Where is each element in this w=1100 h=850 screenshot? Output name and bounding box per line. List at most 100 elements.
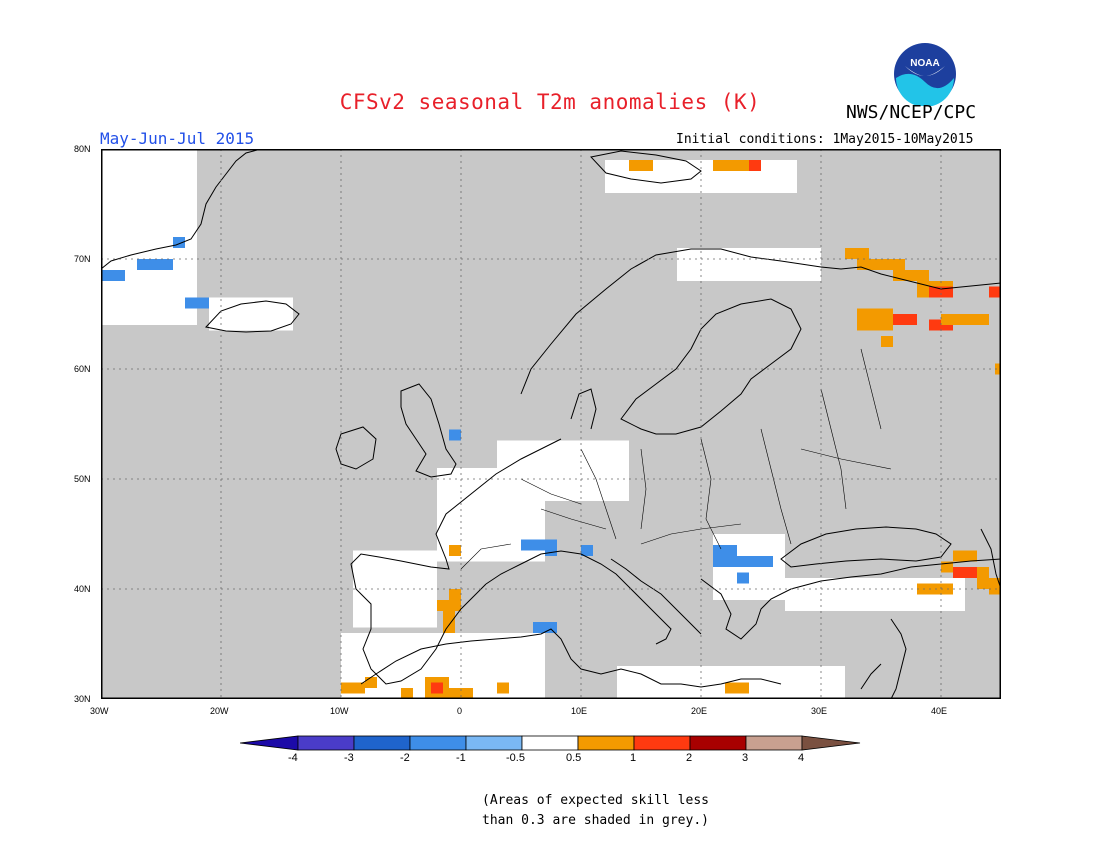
anomaly-cell-1: [137, 259, 173, 270]
lon-tick-30e: 30E: [811, 706, 828, 716]
anomaly-cell-9: [893, 270, 929, 281]
anomaly-cell-40: [941, 561, 953, 573]
anomaly-cell-27: [425, 688, 473, 699]
white-region-northern-norway: [677, 248, 821, 281]
svalbard-coast: [590, 150, 702, 184]
colorbar-seg-7: [633, 735, 691, 751]
initial-conditions-label: Initial conditions: 1May2015-10May2015: [676, 132, 974, 147]
colorbar-label-m05: -0.5: [506, 752, 525, 764]
north-africa-coast: [360, 628, 782, 688]
mediterranean-north-coast: [485, 550, 672, 645]
colorbar-label-p2: 2: [686, 752, 693, 764]
levant-coast: [890, 618, 907, 699]
anomaly-cell-25: [401, 688, 413, 699]
anomaly-cell-38: [737, 572, 749, 584]
anomaly-cell-30: [725, 682, 749, 694]
lon-tick-30w: 30W: [90, 706, 109, 716]
lon-tick-10w: 10W: [330, 706, 349, 716]
colorbar-label-m2: -2: [400, 752, 410, 764]
skill-note-line1: (Areas of expected skill less: [482, 793, 709, 808]
anomaly-cell-8: [857, 259, 905, 270]
anomaly-cell-29: [497, 682, 509, 694]
anomaly-cell-21: [449, 589, 461, 600]
colorbar-label-m4: -4: [288, 752, 298, 764]
anomaly-cell-36: [713, 545, 737, 567]
colorbar-seg-10: [801, 735, 861, 751]
map-title: CFSv2 seasonal T2m anomalies (K): [339, 90, 761, 114]
colorbar-seg-9: [745, 735, 803, 751]
coastline-layer: [101, 149, 1001, 699]
colorbar-label-p05: 0.5: [566, 752, 582, 764]
noaa-logo: NOAA: [893, 42, 957, 107]
anomaly-cell-0: [101, 270, 125, 281]
colorbar-seg-8: [689, 735, 747, 751]
anomaly-cell-6: [749, 160, 761, 171]
anomaly-cell-20: [437, 600, 461, 611]
anomaly-cell-42: [977, 567, 989, 578]
anomaly-cell-22: [443, 611, 455, 633]
anomaly-cell-4: [629, 160, 653, 171]
colorbar-seg-4: [465, 735, 523, 751]
anomaly-cell-35: [449, 429, 461, 441]
period-label: May-Jun-Jul 2015: [100, 129, 255, 148]
colorbar-label-p4: 4: [798, 752, 805, 764]
colorbar-label-p1: 1: [630, 752, 637, 764]
iceland-coast: [205, 300, 300, 333]
anomaly-cell-12: [857, 308, 893, 331]
lat-tick-70n: 70N: [74, 254, 91, 264]
country-borders: [460, 348, 892, 570]
anomaly-cell-41: [953, 567, 977, 578]
anomaly-cell-31: [521, 539, 557, 551]
anomaly-cell-39: [953, 550, 977, 562]
jutland-coast: [570, 388, 597, 430]
anomaly-cell-19: [449, 545, 461, 556]
ireland-coast: [335, 426, 377, 470]
colorbar-label-m1: -1: [456, 752, 466, 764]
red-sea-coast: [860, 663, 882, 690]
colorbar-seg-0: [240, 735, 299, 751]
anomaly-cell-28: [431, 682, 443, 694]
colorbar-seg-3: [409, 735, 467, 751]
colorbar-seg-1: [297, 735, 355, 751]
anomaly-cell-33: [581, 545, 593, 556]
lat-tick-60n: 60N: [74, 364, 91, 374]
lat-tick-50n: 50N: [74, 474, 91, 484]
logo-text: NOAA: [910, 58, 939, 69]
anomaly-map: [101, 149, 1001, 699]
greece-coast: [700, 558, 1001, 640]
anomaly-cell-34: [533, 622, 557, 633]
lon-tick-0: 0: [457, 706, 463, 716]
anomaly-cell-37: [737, 556, 773, 567]
anomaly-cell-17: [881, 336, 893, 347]
agency-label: NWS/NCEP/CPC: [846, 102, 977, 123]
black-sea-coast: [780, 526, 952, 568]
anomaly-cell-18: [995, 363, 1001, 375]
colorbar-seg-6: [577, 735, 635, 751]
anomaly-cell-15: [941, 314, 989, 325]
map-frame: [101, 149, 1001, 699]
great-britain-coast: [400, 383, 457, 478]
greenland-coast: [101, 149, 262, 270]
anomaly-cell-3: [185, 297, 209, 309]
lat-tick-80n: 80N: [74, 144, 91, 154]
skill-note-line2: than 0.3 are shaded in grey.): [482, 813, 709, 828]
colorbar: [240, 735, 861, 751]
colorbar-seg-2: [353, 735, 411, 751]
graticule-layer: [101, 149, 1001, 699]
anomaly-cell-16: [989, 286, 1001, 298]
anomaly-cell-5: [713, 160, 761, 171]
anomaly-cell-7: [845, 248, 869, 259]
anomaly-cell-13: [893, 314, 917, 325]
colorbar-label-p3: 3: [742, 752, 749, 764]
lat-tick-30n: 30N: [74, 694, 91, 704]
anomaly-cell-32: [545, 545, 557, 556]
white-region-benelux-germany: [497, 440, 629, 501]
anomaly-cell-11: [929, 286, 953, 298]
colorbar-label-m3: -3: [344, 752, 354, 764]
lat-tick-40n: 40N: [74, 584, 91, 594]
anomaly-cell-2: [173, 237, 185, 248]
adriatic-coast: [610, 558, 702, 635]
anomaly-cells-layer: [101, 160, 1001, 699]
lon-tick-20w: 20W: [210, 706, 229, 716]
anomaly-cell-23: [341, 682, 365, 694]
